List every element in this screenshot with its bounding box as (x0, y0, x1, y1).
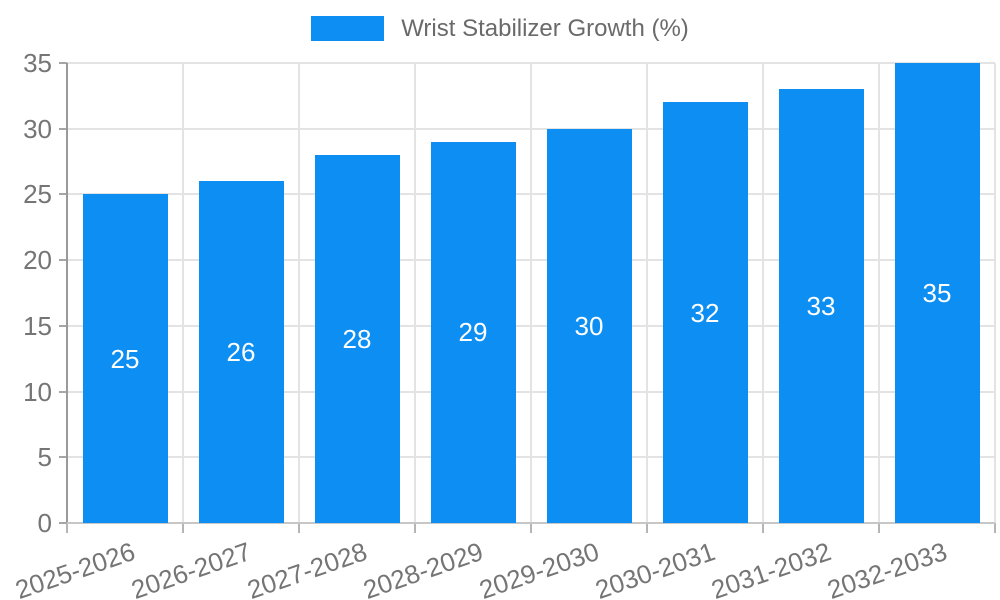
legend-label: Wrist Stabilizer Growth (%) (401, 15, 689, 42)
x-axis-tick (182, 523, 184, 533)
x-axis-tick (66, 523, 68, 533)
y-axis-tick (59, 456, 67, 459)
y-tick-label: 5 (37, 442, 52, 473)
v-gridline (530, 63, 532, 523)
x-axis-tick (994, 523, 996, 533)
bar-value-label: 35 (922, 278, 952, 308)
bar (547, 128, 632, 523)
bar (83, 194, 168, 523)
v-gridline (414, 63, 416, 523)
bar (663, 102, 748, 523)
v-gridline (762, 63, 764, 523)
x-axis-tick (762, 523, 764, 533)
y-axis-line (66, 63, 68, 523)
x-axis-line (67, 522, 995, 524)
x-tick-label: 2029-2030 (475, 536, 603, 600)
y-axis-tick (59, 62, 67, 64)
bar (315, 155, 400, 523)
x-tick-label: 2030-2031 (591, 536, 719, 600)
bar (895, 63, 980, 523)
x-tick-label: 2026-2027 (127, 536, 255, 600)
y-axis-tick (59, 522, 67, 524)
v-gridline (878, 63, 880, 523)
y-tick-label: 35 (23, 48, 52, 78)
bar (199, 181, 284, 523)
y-axis-tick (59, 259, 67, 262)
bar (431, 141, 516, 523)
y-tick-label: 30 (23, 113, 52, 144)
legend-swatch (311, 16, 385, 41)
bar-value-label: 33 (806, 291, 836, 321)
bar-value-label: 30 (574, 311, 604, 341)
y-axis-tick (59, 193, 67, 196)
y-tick-label: 0 (37, 508, 52, 538)
bar-value-label: 28 (342, 324, 372, 354)
v-gridline (646, 63, 648, 523)
bar-value-label: 26 (226, 337, 256, 367)
x-tick-label: 2027-2028 (243, 536, 371, 600)
x-axis-tick (530, 523, 532, 533)
bar-value-label: 32 (690, 298, 720, 328)
bar (779, 89, 864, 523)
bar-value-label: 25 (110, 344, 140, 374)
x-axis-tick (298, 523, 300, 533)
y-axis-tick (59, 390, 67, 393)
y-axis-tick (59, 127, 67, 130)
v-gridline (298, 63, 300, 523)
x-tick-label: 2032-2033 (823, 536, 951, 600)
x-tick-label: 2031-2032 (707, 536, 835, 600)
x-tick-label: 2025-2026 (11, 536, 139, 600)
bar-value-label: 29 (458, 317, 488, 347)
x-axis-tick (646, 523, 648, 533)
x-axis-tick (414, 523, 416, 533)
legend[interactable]: Wrist Stabilizer Growth (%) (0, 16, 1000, 41)
v-gridline (182, 63, 184, 523)
y-tick-label: 15 (23, 310, 52, 341)
y-axis-tick (59, 324, 67, 327)
v-gridline (994, 63, 996, 523)
y-tick-label: 20 (23, 245, 52, 276)
y-tick-label: 25 (23, 179, 52, 210)
y-tick-label: 10 (23, 376, 52, 407)
x-tick-label: 2028-2029 (359, 536, 487, 600)
x-axis-tick (878, 523, 880, 533)
